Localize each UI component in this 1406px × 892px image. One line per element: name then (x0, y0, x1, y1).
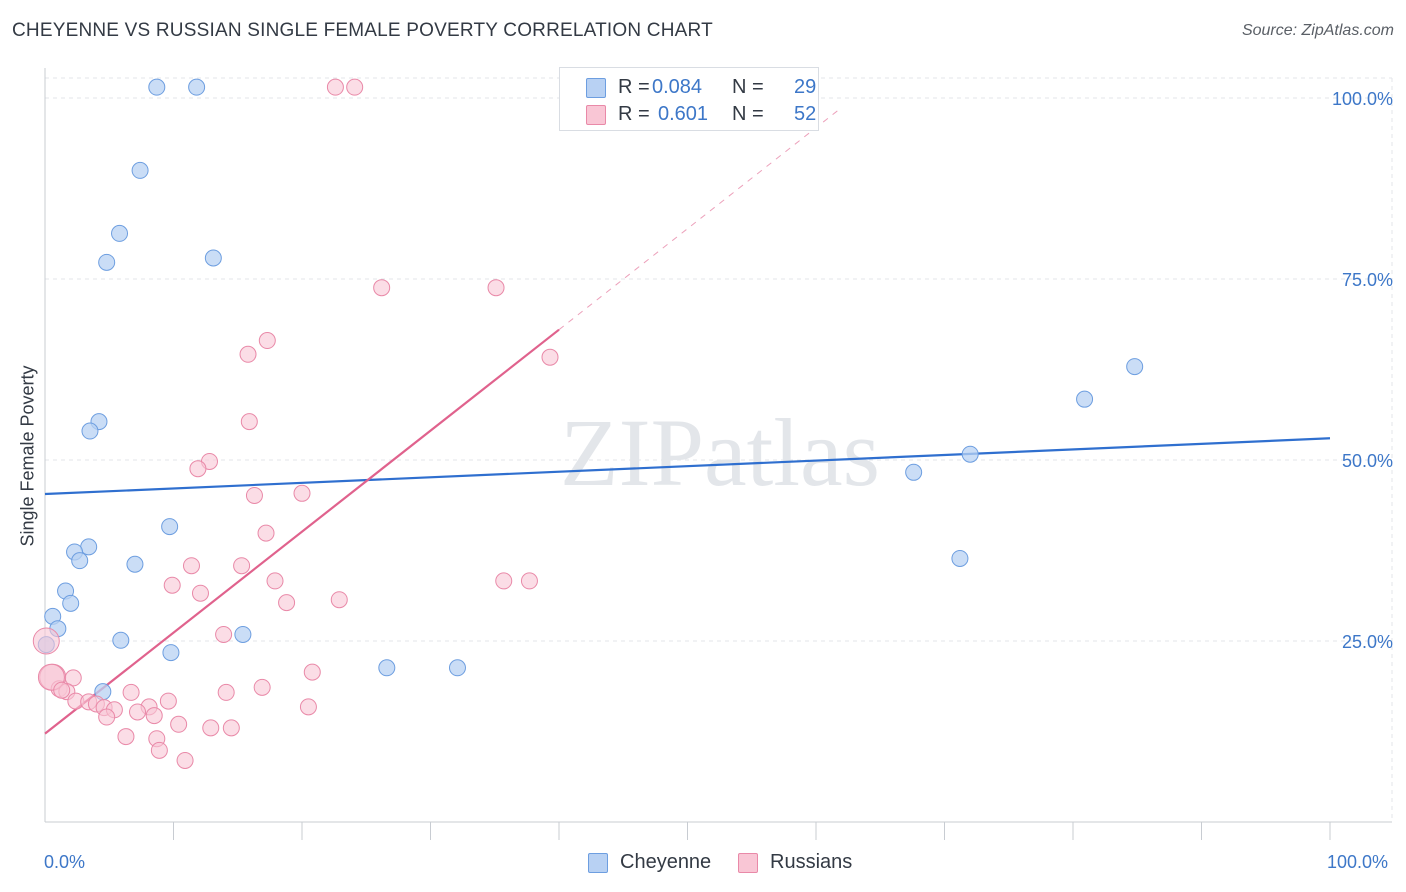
russians-point (520, 572, 538, 590)
watermark: ZIPatlas (560, 399, 880, 506)
cheyenne-point (62, 594, 80, 612)
russians-swatch (586, 105, 606, 125)
y-tick-label: 75.0% (1342, 270, 1393, 290)
x-axis-min-label: 0.0% (44, 852, 86, 872)
russians-point (299, 698, 317, 716)
r-value: 0.601 (658, 103, 709, 125)
cheyenne-swatch (588, 853, 608, 873)
cheyenne-point (148, 78, 166, 96)
russians-point (159, 692, 177, 710)
russians-trend-line (44, 328, 560, 735)
chart-title: CHEYENNE VS RUSSIAN SINGLE FEMALE POVERT… (12, 20, 713, 41)
russians-point (170, 715, 188, 733)
russians-point (253, 678, 271, 696)
grid-lines (45, 77, 1393, 822)
n-value: 52 (794, 103, 817, 125)
n-label: N = (732, 103, 764, 125)
cheyenne-swatch (586, 78, 606, 98)
russians-point (163, 576, 181, 594)
russians-point (233, 557, 251, 575)
russians-point (217, 683, 235, 701)
russians-point (303, 663, 321, 681)
cheyenne-point (81, 422, 99, 440)
russians-point (245, 486, 263, 504)
cheyenne-point (951, 549, 969, 567)
cheyenne-point (111, 224, 129, 242)
r-label: R = (618, 76, 650, 98)
russians-point (487, 279, 505, 297)
russians-point (117, 728, 135, 746)
cheyenne-point (162, 644, 180, 662)
russians-point (202, 719, 220, 737)
y-tick-labels: 25.0% 50.0% 75.0% 100.0% (1332, 89, 1393, 652)
russians-point (239, 345, 257, 363)
cheyenne-point (188, 78, 206, 96)
cheyenne-point (961, 445, 979, 463)
russians-point (266, 572, 284, 590)
r-value: 0.084 (652, 76, 703, 98)
russians-points (32, 78, 559, 769)
n-value: 29 (794, 76, 817, 98)
russians-point (182, 557, 200, 575)
russians-point (240, 413, 258, 431)
russians-point (495, 572, 513, 590)
y-tick-label: 100.0% (1332, 89, 1393, 109)
russians-point (122, 683, 140, 701)
source-label: Source: ZipAtlas.com (1241, 22, 1394, 39)
cheyenne-point (204, 249, 222, 267)
russians-point (176, 751, 194, 769)
russians-point (222, 719, 240, 737)
russians-point (191, 584, 209, 602)
cheyenne-point (1076, 390, 1094, 408)
legend-label: Cheyenne (620, 851, 712, 873)
russians-point (32, 627, 60, 655)
russians-point (278, 594, 296, 612)
russians-point (53, 681, 71, 699)
cheyenne-point (80, 538, 98, 556)
russians-point (150, 741, 168, 759)
cheyenne-point (161, 518, 179, 536)
y-axis-label: Single Female Poverty (17, 365, 38, 547)
n-label: N = (732, 76, 764, 98)
russians-swatch (738, 853, 758, 873)
russians-point (215, 625, 233, 643)
russians-point (346, 78, 364, 96)
x-axis-max-label: 100.0% (1327, 852, 1389, 872)
russians-point (129, 703, 147, 721)
russians-point (189, 460, 207, 478)
r-label: R = (618, 103, 650, 125)
trend-lines (44, 107, 1331, 735)
y-tick-label: 25.0% (1342, 632, 1393, 652)
cheyenne-point (126, 555, 144, 573)
cheyenne-points (37, 78, 1144, 701)
legend-label: Russians (770, 851, 853, 873)
cheyenne-point (905, 463, 923, 481)
cheyenne-trend-line (44, 437, 1331, 496)
cheyenne-point (1126, 358, 1144, 376)
russians-point (293, 484, 311, 502)
axes (44, 68, 1392, 840)
cheyenne-point (378, 659, 396, 677)
cheyenne-point (448, 659, 466, 677)
cheyenne-point (234, 625, 252, 643)
russians-point (145, 707, 163, 725)
cheyenne-point (71, 552, 89, 570)
correlation-legend: R = 0.084 N = 29 R = 0.601 N = 52 (559, 67, 819, 131)
russians-point (98, 708, 116, 726)
russians-point (330, 591, 348, 609)
cheyenne-point (98, 253, 116, 271)
cheyenne-point (112, 631, 130, 649)
russians-point (258, 332, 276, 350)
russians-point (541, 348, 559, 366)
cheyenne-point (131, 161, 149, 179)
russians-point (257, 524, 275, 542)
russians-point (64, 669, 82, 687)
russians-point (326, 78, 344, 96)
russians-trend-extension (558, 107, 843, 331)
y-tick-label: 50.0% (1342, 451, 1393, 471)
russians-point (373, 279, 391, 297)
